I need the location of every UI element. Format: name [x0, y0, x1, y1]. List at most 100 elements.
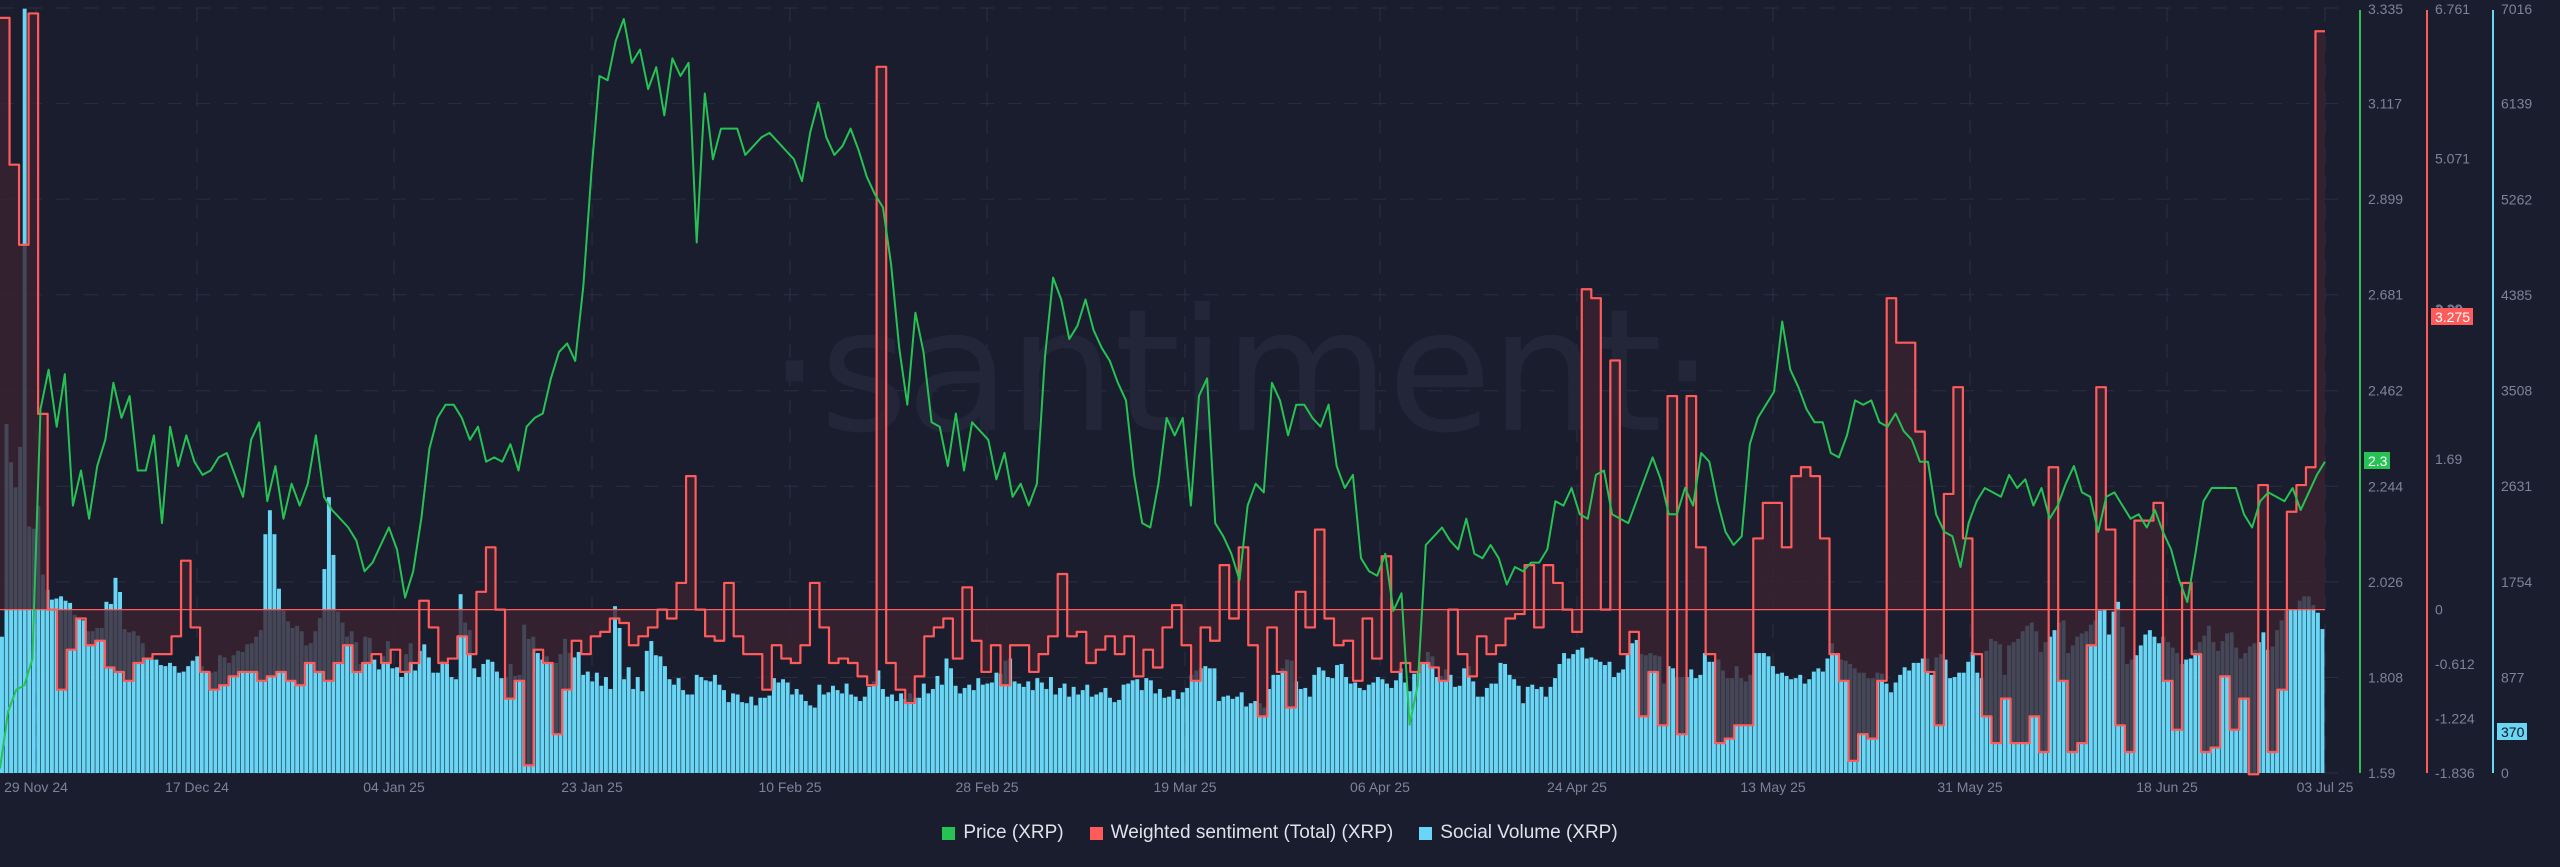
social-volume-bar — [149, 659, 154, 773]
social-volume-bar — [1357, 687, 1362, 773]
social-volume-bar — [81, 620, 86, 773]
social-volume-bar — [177, 672, 182, 773]
social-volume-bar — [1194, 670, 1199, 773]
social-volume-bar — [831, 685, 835, 773]
social-volume-bar — [118, 591, 123, 773]
social-volume-bar — [231, 655, 236, 773]
social-volume-bar — [281, 610, 286, 773]
x-axis-date-label: 03 Jul 25 — [2297, 779, 2354, 795]
social-volume-bar — [1839, 659, 1844, 773]
axis-tick-label: 0 — [2501, 765, 2509, 781]
social-volume-bar — [771, 678, 776, 773]
social-volume-bar — [1575, 649, 1580, 773]
social-volume-bar — [1598, 661, 1603, 773]
social-volume-bar — [2047, 636, 2052, 773]
social-volume-bar — [45, 589, 50, 773]
x-axis-date-label: 29 Nov 24 — [4, 779, 68, 795]
social-volume-bar — [1825, 658, 1830, 773]
social-volume-bar — [1902, 667, 1907, 773]
social-volume-bar — [2238, 658, 2243, 773]
x-axis-date-label: 06 Apr 25 — [1350, 779, 1410, 795]
social-volume-bar — [2315, 612, 2320, 773]
social-volume-bar — [1562, 653, 1567, 773]
social-volume-bar — [1816, 668, 1821, 773]
social-volume-bar — [349, 631, 354, 773]
social-volume-bar — [685, 694, 690, 773]
social-volume-bar — [1276, 674, 1280, 773]
social-volume-bar — [2225, 633, 2230, 773]
social-volume-bar — [277, 588, 281, 773]
sentiment-area — [0, 12, 2325, 776]
social-volume-bar — [1784, 675, 1789, 773]
social-volume-bar — [1344, 677, 1349, 773]
social-volume-bar — [1162, 697, 1167, 773]
social-volume-bar — [1117, 699, 1122, 773]
axis-tick-label: 2.244 — [2368, 478, 2403, 494]
social-volume-bar — [608, 689, 613, 773]
social-volume-bar — [1457, 685, 1462, 773]
social-volume-bar — [1121, 684, 1126, 773]
social-volume-bar — [245, 644, 250, 773]
social-volume-bar — [1943, 659, 1948, 773]
social-volume-bar — [158, 665, 163, 773]
social-volume-bar — [2052, 630, 2057, 773]
chart-legend: Price (XRP) Weighted sentiment (Total) (… — [0, 822, 2560, 844]
social-volume-bar — [390, 668, 395, 773]
social-volume-bar — [140, 643, 145, 773]
sentiment-current-badge-text: 3.275 — [2435, 309, 2470, 325]
social-volume-bar — [2147, 630, 2152, 773]
legend-item-price[interactable]: Price (XRP) — [942, 822, 1064, 844]
social-volume-bar — [1403, 682, 1408, 773]
axis-tick-label: 3508 — [2501, 383, 2532, 399]
social-volume-bar — [1080, 690, 1085, 773]
x-axis-date-label: 28 Feb 25 — [955, 779, 1018, 795]
axis-tick-label: 877 — [2501, 669, 2525, 685]
social-volume-bar — [790, 694, 795, 773]
social-volume-bar — [1571, 654, 1576, 773]
social-volume-bar — [154, 659, 159, 773]
social-volume-bar — [871, 681, 876, 773]
social-volume-bar — [2188, 658, 2193, 773]
social-volume-bar — [227, 662, 231, 773]
social-volume-bar — [794, 689, 799, 773]
social-volume-bar — [1035, 678, 1040, 773]
social-volume-bar — [122, 629, 127, 773]
social-volume-bar — [1366, 684, 1371, 773]
axis-tick-label: 2631 — [2501, 478, 2532, 494]
social-volume-bar — [1961, 672, 1966, 773]
social-volume-bar — [867, 686, 872, 773]
social-volume-bar — [726, 702, 731, 773]
legend-item-social-volume[interactable]: Social Volume (XRP) — [1419, 822, 1618, 844]
social-volume-bar — [445, 663, 449, 773]
social-volume-bar — [1462, 668, 1467, 773]
social-volume-bar — [1543, 696, 1548, 773]
social-volume-bar — [1058, 687, 1062, 773]
social-volume-bar — [2156, 643, 2161, 773]
social-volume-bar — [803, 701, 808, 773]
social-volume-bar — [254, 636, 259, 773]
social-volume-bar — [690, 694, 695, 773]
social-volume-bar — [49, 599, 54, 773]
social-volume-bar — [1380, 679, 1385, 773]
social-volume-bar — [644, 650, 649, 773]
social-volume-bar — [1916, 662, 1921, 773]
social-volume-bar — [1098, 692, 1103, 773]
social-volume-bar — [1266, 689, 1271, 773]
social-volume-bar — [95, 627, 100, 773]
social-volume-bar — [431, 672, 436, 773]
sentiment-current-badge — [2431, 308, 2473, 325]
social-volume-bar — [190, 660, 195, 773]
social-volume-bar — [1634, 639, 1639, 773]
legend-item-sentiment[interactable]: Weighted sentiment (Total) (XRP) — [1089, 822, 1393, 844]
social-volume-bar — [722, 690, 726, 773]
social-volume-bar — [295, 625, 300, 773]
social-volume-bar — [567, 653, 572, 773]
social-volume-bar — [1062, 683, 1067, 773]
x-axis-date-label: 31 May 25 — [1937, 779, 2003, 795]
social-volume-bar — [1448, 674, 1453, 773]
axis-tick-label: 0 — [2435, 602, 2443, 618]
social-volume-bar — [399, 677, 404, 773]
social-volume-bar — [753, 705, 758, 773]
social-volume-bar — [1557, 663, 1562, 773]
